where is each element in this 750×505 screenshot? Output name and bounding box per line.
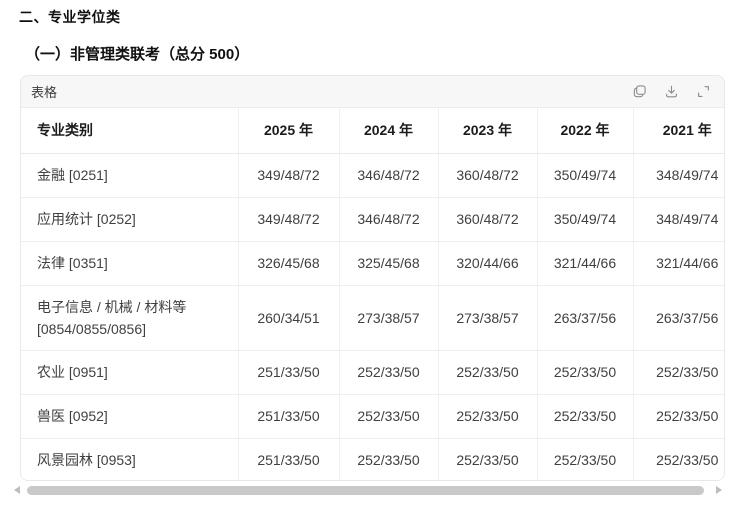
copy-icon[interactable] — [631, 84, 647, 100]
table-scroll-viewport: 专业类别 2025 年 2024 年 2023 年 2022 年 2021 年 … — [21, 108, 724, 480]
value-cell: 325/45/68 — [338, 241, 438, 286]
value-cell: 350/49/74 — [536, 153, 633, 198]
column-header-2025: 2025 年 — [237, 108, 339, 154]
value-cell: 346/48/72 — [338, 153, 438, 198]
value-cell: 252/33/50 — [632, 438, 724, 480]
value-cell: 251/33/50 — [237, 438, 339, 480]
column-header-2024: 2024 年 — [338, 108, 438, 154]
subsection-title: （一）非管理类联考（总分 500） — [25, 46, 250, 63]
value-cell: 263/37/56 — [536, 285, 633, 351]
value-cell: 252/33/50 — [338, 438, 438, 480]
expand-icon[interactable] — [695, 84, 711, 100]
table-row: 兽医 [0952] 251/33/50 252/33/50 252/33/50 … — [21, 394, 724, 439]
score-table: 专业类别 2025 年 2024 年 2023 年 2022 年 2021 年 … — [21, 108, 724, 480]
value-cell: 260/34/51 — [237, 285, 339, 351]
table-row: 风景园林 [0953] 251/33/50 252/33/50 252/33/5… — [21, 438, 724, 480]
category-cell: 电子信息 / 机械 / 材料等 [0854/0855/0856] — [21, 285, 238, 351]
column-header-2023: 2023 年 — [437, 108, 537, 154]
value-cell: 263/37/56 — [632, 285, 724, 351]
header-row: 专业类别 2025 年 2024 年 2023 年 2022 年 2021 年 — [21, 108, 724, 154]
value-cell: 252/33/50 — [338, 350, 438, 395]
value-cell: 349/48/72 — [237, 197, 339, 242]
value-cell: 252/33/50 — [632, 394, 724, 439]
value-cell: 251/33/50 — [237, 350, 339, 395]
toolbar-icons — [631, 84, 711, 100]
value-cell: 360/48/72 — [437, 197, 537, 242]
horizontal-scrollbar[interactable] — [14, 484, 722, 496]
table-toolbar: 表格 — [21, 76, 724, 108]
scrollbar-thumb[interactable] — [27, 486, 704, 495]
value-cell: 252/33/50 — [437, 394, 537, 439]
table-toolbar-title: 表格 — [31, 85, 58, 100]
value-cell: 252/33/50 — [338, 394, 438, 439]
value-cell: 273/38/57 — [437, 285, 537, 351]
table-row: 农业 [0951] 251/33/50 252/33/50 252/33/50 … — [21, 350, 724, 395]
value-cell: 326/45/68 — [237, 241, 339, 286]
value-cell: 252/33/50 — [536, 438, 633, 480]
scroll-right-arrow[interactable] — [716, 486, 722, 494]
table-row: 法律 [0351] 326/45/68 325/45/68 320/44/66 … — [21, 241, 724, 286]
category-cell: 法律 [0351] — [21, 241, 238, 286]
value-cell: 252/33/50 — [536, 350, 633, 395]
table-row: 电子信息 / 机械 / 材料等 [0854/0855/0856] 260/34/… — [21, 285, 724, 351]
section-title: 二、专业学位类 — [19, 9, 121, 25]
value-cell: 348/49/74 — [632, 197, 724, 242]
table-row: 应用统计 [0252] 349/48/72 346/48/72 360/48/7… — [21, 197, 724, 242]
value-cell: 346/48/72 — [338, 197, 438, 242]
column-header-category: 专业类别 — [21, 108, 238, 154]
value-cell: 252/33/50 — [536, 394, 633, 439]
category-cell: 应用统计 [0252] — [21, 197, 238, 242]
value-cell: 252/33/50 — [437, 350, 537, 395]
value-cell: 349/48/72 — [237, 153, 339, 198]
download-icon[interactable] — [663, 84, 679, 100]
table-card: 表格 — [20, 75, 725, 481]
table-row: 金融 [0251] 349/48/72 346/48/72 360/48/72 … — [21, 153, 724, 198]
value-cell: 321/44/66 — [632, 241, 724, 286]
category-cell: 金融 [0251] — [21, 153, 238, 198]
value-cell: 252/33/50 — [632, 350, 724, 395]
value-cell: 252/33/50 — [437, 438, 537, 480]
value-cell: 273/38/57 — [338, 285, 438, 351]
value-cell: 360/48/72 — [437, 153, 537, 198]
scroll-left-arrow[interactable] — [14, 486, 20, 494]
category-cell: 农业 [0951] — [21, 350, 238, 395]
value-cell: 350/49/74 — [536, 197, 633, 242]
value-cell: 321/44/66 — [536, 241, 633, 286]
value-cell: 251/33/50 — [237, 394, 339, 439]
column-header-2021: 2021 年 — [632, 108, 724, 154]
column-header-2022: 2022 年 — [536, 108, 633, 154]
value-cell: 348/49/74 — [632, 153, 724, 198]
category-cell: 风景园林 [0953] — [21, 438, 238, 480]
category-cell: 兽医 [0952] — [21, 394, 238, 439]
value-cell: 320/44/66 — [437, 241, 537, 286]
